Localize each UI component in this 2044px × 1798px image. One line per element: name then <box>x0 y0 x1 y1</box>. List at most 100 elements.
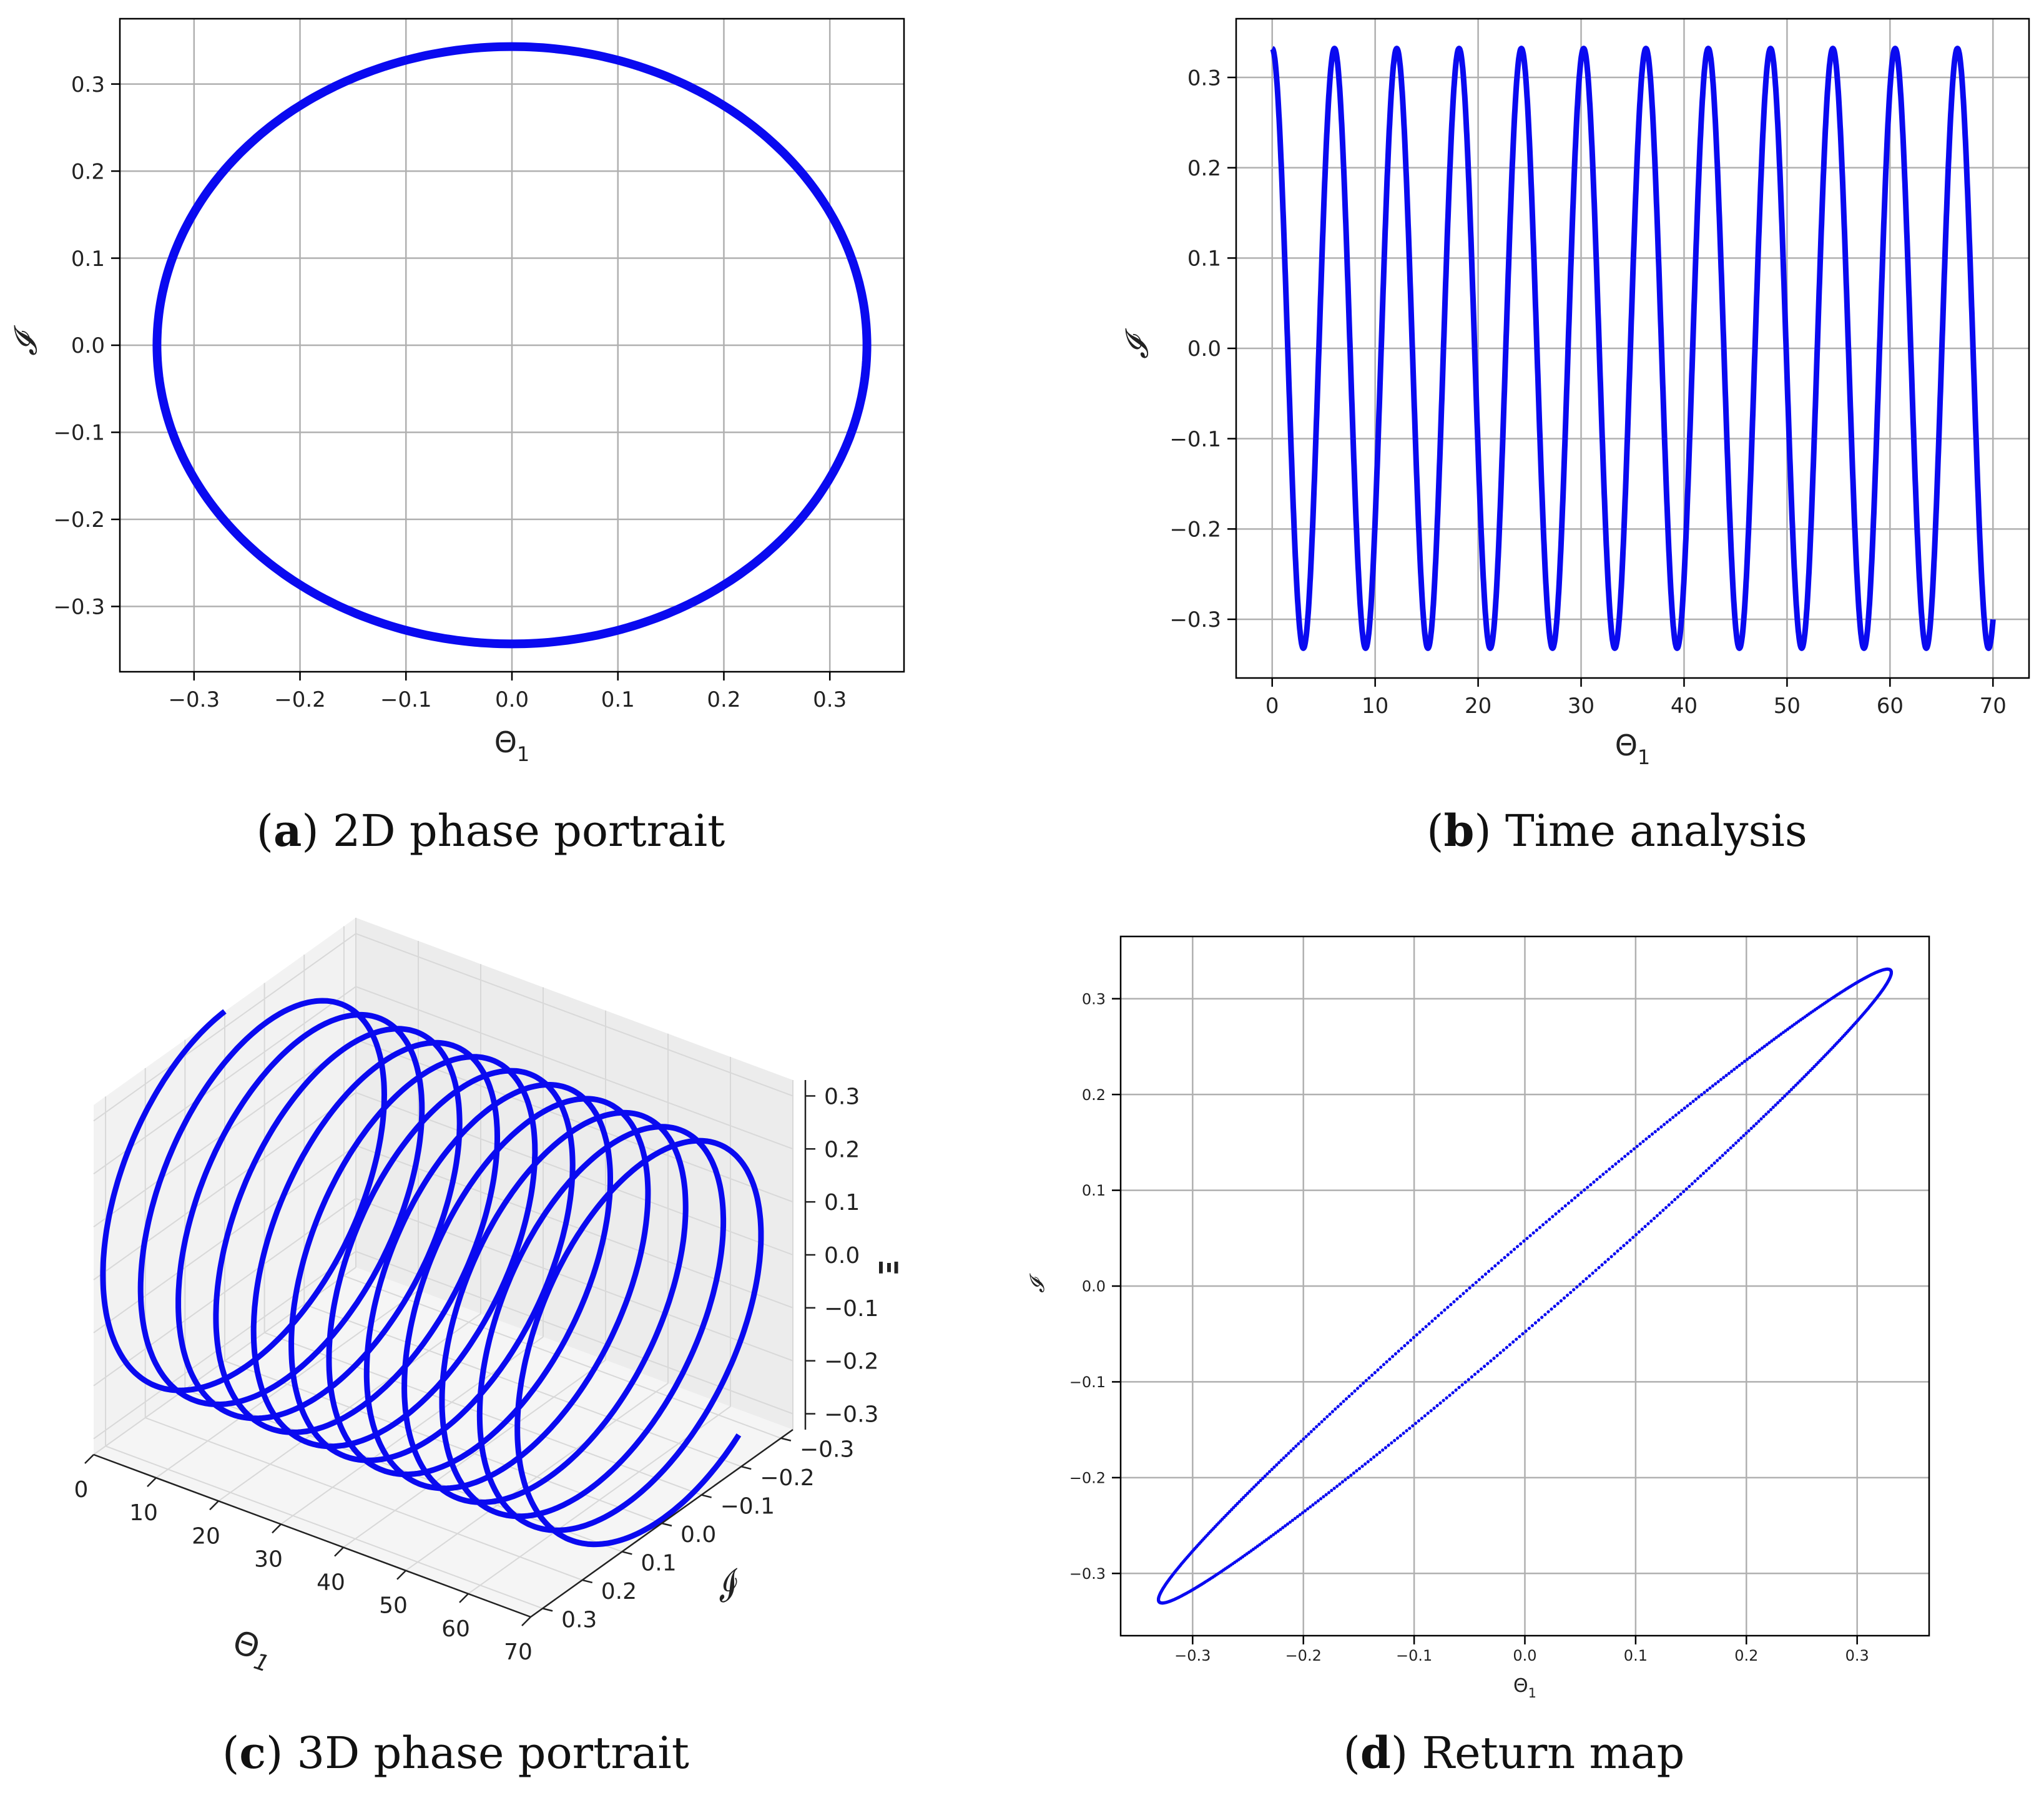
return-map-point <box>1454 1388 1458 1392</box>
x-tick-label: 0.3 <box>1845 1647 1869 1664</box>
return-map-point <box>1476 1370 1480 1373</box>
y-tick-mark <box>622 1551 632 1555</box>
caption-c: (c) 3D phase portrait <box>222 1727 689 1779</box>
return-map-point <box>1727 1071 1731 1075</box>
return-map-point <box>1781 1031 1785 1034</box>
return-map-point <box>1477 1278 1481 1282</box>
return-map-point <box>1347 1394 1351 1398</box>
return-map-point <box>1405 1429 1408 1433</box>
return-map-point <box>1267 1536 1270 1540</box>
y-tick-label: −0.2 <box>760 1465 814 1491</box>
return-map-point <box>1530 1324 1534 1327</box>
y-tick-label: −0.3 <box>53 595 105 620</box>
return-map-point <box>1448 1393 1452 1397</box>
return-map-point <box>1334 1407 1337 1411</box>
return-map-point <box>1282 1456 1285 1460</box>
return-map-point <box>1767 1041 1771 1044</box>
x-tick-label: 0.2 <box>707 687 740 712</box>
return-map-point <box>1595 1177 1599 1181</box>
x-axis-line <box>93 1453 531 1618</box>
x-tick-label: −0.2 <box>274 687 326 712</box>
return-map-point <box>1340 1480 1344 1484</box>
return-map-point <box>1737 1139 1741 1142</box>
y-tick-label: 0.1 <box>71 247 105 272</box>
x-tick-label: 0 <box>1265 694 1279 719</box>
z-tick-label: 0.1 <box>824 1190 860 1216</box>
x-axis-label: Θ1 <box>227 1623 278 1677</box>
return-map-point <box>1254 1483 1258 1486</box>
z-tick-label: −0.2 <box>824 1349 878 1375</box>
return-map-point <box>1449 1303 1453 1307</box>
plot-frame <box>1235 17 2030 679</box>
return-map-point <box>1537 1318 1541 1322</box>
return-map-point <box>1378 1450 1382 1454</box>
return-map-point <box>1556 1302 1560 1305</box>
return-map-point <box>1774 1036 1778 1039</box>
return-map-point <box>1246 1491 1249 1495</box>
return-map-point <box>1601 1172 1605 1176</box>
return-map-point <box>1460 1383 1464 1387</box>
x-tick-label: 0.2 <box>1734 1647 1758 1664</box>
return-map-point <box>1676 1195 1679 1199</box>
return-map-point <box>1375 1453 1378 1457</box>
return-map-point <box>1721 1154 1724 1157</box>
return-map-point <box>1798 1079 1802 1083</box>
x-tick-label: 50 <box>379 1593 408 1619</box>
return-map-point <box>1320 1420 1324 1423</box>
return-map-point <box>1366 1460 1370 1463</box>
return-map-point <box>1655 1214 1659 1217</box>
return-map-point <box>1638 1142 1642 1146</box>
return-map-point <box>1626 1152 1630 1156</box>
return-map-point <box>1557 1209 1561 1213</box>
return-map-point <box>1740 1061 1744 1065</box>
return-map-point <box>1731 1144 1735 1147</box>
z-tick-label: 0.3 <box>824 1084 860 1109</box>
x-axis-label-main: Θ <box>494 725 517 759</box>
grid-line-y-floor <box>264 1332 702 1496</box>
return-map-point <box>1787 1090 1791 1094</box>
x-tick-label: 0.1 <box>601 687 635 712</box>
return-map-point <box>1295 1515 1299 1518</box>
x-tick-label: 30 <box>1568 694 1594 719</box>
return-map-point <box>1619 1246 1623 1250</box>
return-map-point <box>1281 1526 1285 1530</box>
return-map-point <box>1680 1109 1684 1113</box>
return-map-point <box>1562 1296 1566 1300</box>
return-map-point <box>1716 1080 1720 1084</box>
return-map-point <box>1533 1321 1538 1325</box>
return-map-point <box>1467 1378 1470 1382</box>
return-map-point <box>1433 1317 1437 1320</box>
return-map-point <box>1309 1505 1312 1509</box>
grid-line-z-back <box>355 1197 794 1362</box>
return-map-point <box>1262 1540 1266 1543</box>
return-map-point <box>1573 1196 1577 1200</box>
return-map-point <box>1762 1114 1766 1118</box>
x-tick-label: 0.0 <box>1513 1647 1536 1664</box>
return-map-point <box>1473 1372 1476 1376</box>
return-map-point <box>1703 1091 1706 1094</box>
return-map-point <box>1268 1470 1272 1473</box>
x-tick-label: −0.3 <box>1174 1647 1211 1664</box>
return-map-point <box>1285 1522 1290 1526</box>
return-map-point <box>1293 1516 1297 1520</box>
x-tick-mark <box>272 1523 282 1534</box>
return-map-point <box>1284 1524 1287 1528</box>
return-map-point <box>1387 1443 1390 1447</box>
return-map-point <box>1550 1307 1553 1311</box>
panel-b-time-analysis: 0 10 20 30 40 50 60 70 −0.3 −0.2 −0.1 0.0 0.1 0.2 0.3 Θ… <box>1119 17 2030 857</box>
return-map-point <box>1452 1300 1456 1304</box>
z-tick-label: −0.1 <box>824 1296 878 1322</box>
return-map-point <box>1691 1099 1695 1103</box>
return-map-point <box>1700 1093 1704 1096</box>
return-map-point <box>1457 1385 1461 1389</box>
y-tick-mark <box>661 1522 672 1527</box>
return-map-point <box>1742 1134 1746 1137</box>
return-map-point <box>1716 1159 1719 1162</box>
return-map-point <box>1438 1401 1442 1405</box>
return-map-point <box>1324 1493 1328 1496</box>
return-map-point <box>1352 1471 1355 1475</box>
return-map-point <box>1359 1384 1362 1388</box>
x-axis-label: Θ1 <box>1615 729 1651 769</box>
return-map-point <box>1490 1267 1494 1270</box>
x-tick-mark <box>521 1616 531 1626</box>
